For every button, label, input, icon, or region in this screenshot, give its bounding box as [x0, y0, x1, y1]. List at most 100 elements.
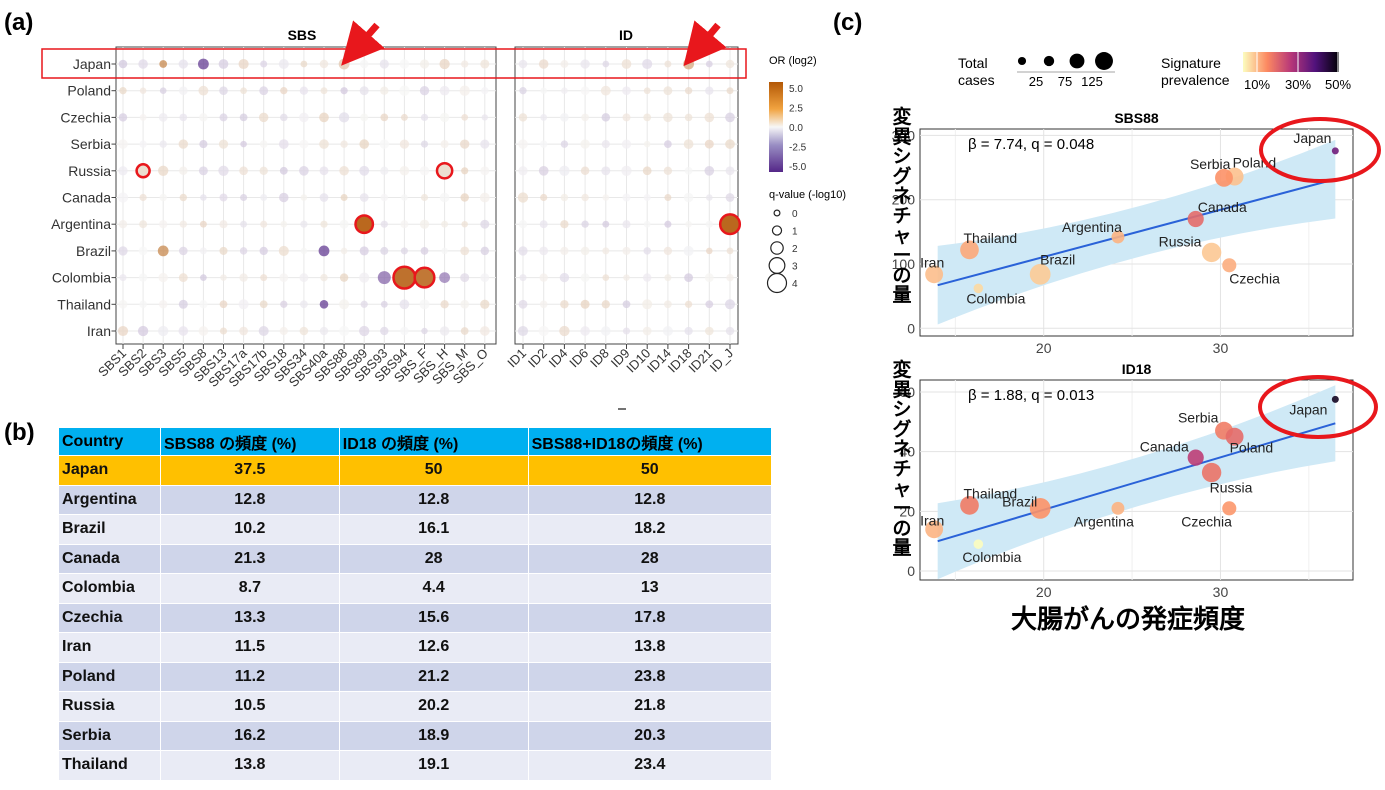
point-argentina	[1111, 501, 1125, 515]
table-row: Poland 11.2 21.2 23.8	[58, 661, 773, 692]
cell-thailand-id21	[705, 300, 714, 309]
table-header-cell: SBS88 の頻度 (%)	[160, 427, 340, 456]
point-czechia	[1222, 258, 1237, 273]
cell-brazil-sbs_h	[441, 247, 448, 255]
y-axis-label-char: ネ	[892, 185, 911, 207]
cell-russia-sbs1	[118, 166, 128, 176]
cell-serbia-sbs5	[178, 139, 189, 149]
cell-thailand-sbs_o	[480, 299, 490, 309]
panel-label-a: (a)	[4, 9, 33, 36]
cell-iran-sbs34	[299, 326, 309, 336]
table-cell: Japan	[58, 455, 161, 486]
cell-argentina-id14	[664, 220, 672, 228]
table-cell: Colombia	[58, 573, 161, 604]
cell-czechia-sbs8	[199, 113, 208, 122]
cell-canada-sbs_m	[460, 193, 469, 202]
cell-poland-id10	[643, 87, 651, 95]
cell-argentina-sbs2	[139, 220, 148, 229]
cell-poland-id9	[622, 86, 631, 95]
cell-brazil-id1	[518, 246, 528, 256]
cell-poland-sbs94	[399, 85, 410, 96]
cell-russia-id21	[704, 165, 715, 176]
cell-thailand-sbs94	[399, 299, 410, 310]
cell-japan-id18	[683, 58, 694, 70]
cell-poland-sbs17a	[240, 87, 247, 95]
stats-annotation: β = 1.88, q = 0.013	[968, 387, 1094, 404]
q-legend-label: 3	[792, 262, 798, 273]
cell-colombia-id4	[559, 272, 570, 283]
y-tick-label: 200	[892, 192, 916, 208]
cell-poland-sbs88	[340, 87, 348, 95]
cell-russia-sbs_h	[435, 161, 454, 180]
point-label-japan: Japan	[1289, 401, 1327, 417]
cases-legend-tick: 125	[1081, 74, 1103, 89]
table-cell: 20.3	[527, 720, 773, 751]
cell-poland-sbs3	[159, 87, 167, 95]
cell-brazil-id18	[683, 245, 694, 256]
cell-poland-id1	[519, 87, 527, 95]
point-japan	[1331, 147, 1339, 155]
table-cell: 50	[527, 455, 773, 486]
cell-canada-id6	[581, 193, 589, 202]
or-legend-colorbar	[769, 82, 783, 172]
cell-russia-id2	[538, 165, 549, 176]
row-label-canada: Canada	[62, 190, 111, 206]
y-axis-label-char: ー	[892, 246, 911, 267]
japan-circle-sbs88	[1259, 117, 1381, 183]
cell-colombia-sbs2	[138, 273, 148, 282]
cell-canada-id21	[705, 194, 713, 201]
row-label-japan: Japan	[73, 56, 111, 72]
cell-canada-sbs40a	[319, 193, 329, 202]
cell-canada-sbs_h	[439, 192, 450, 203]
table-cell: 12.8	[527, 484, 773, 515]
facet-title: SBS88	[1114, 110, 1159, 126]
cell-poland-id6	[580, 86, 590, 96]
cell-poland-sbs_h	[439, 85, 450, 96]
cell-czechia-sbs13	[219, 113, 228, 122]
cell-thailand-sbs_h	[440, 300, 449, 309]
cell-canada-sbs8	[200, 194, 207, 201]
table-row: Serbia 16.2 18.9 20.3	[58, 720, 773, 751]
cell-czechia-sbs_o	[481, 114, 489, 121]
cell-serbia-sbs18	[278, 139, 289, 149]
cell-thailand-sbs88	[339, 299, 350, 310]
cell-canada-sbs17a	[240, 193, 248, 202]
cell-thailand-sbs34	[300, 300, 308, 309]
table-row: Brazil 10.2 16.1 18.2	[58, 514, 773, 545]
cell-iran-sbs_f	[421, 327, 428, 335]
table-header-row: Country SBS88 の頻度 (%) ID18 の頻度 (%) SBS88+ID…	[58, 427, 773, 456]
cell-russia-id14	[663, 166, 673, 175]
cell-argentina-sbs5	[179, 220, 187, 228]
table-cell: 13.8	[160, 750, 340, 781]
cell-czechia-sbs93	[380, 113, 389, 122]
cell-iran-id1	[517, 325, 529, 337]
point-label-iran: Iran	[920, 512, 944, 528]
table-cell: 18.9	[338, 720, 529, 751]
x-tick-label: 30	[1213, 340, 1229, 356]
point-brazil	[1029, 263, 1051, 285]
cell-czechia-sbs94	[400, 113, 408, 121]
cell-czechia-id21	[704, 112, 715, 123]
cell-brazil-sbs40a	[318, 245, 330, 257]
cell-iran-sbs88	[338, 325, 350, 337]
row-label-serbia: Serbia	[71, 136, 112, 152]
prevalence-tick-label: 10%	[1244, 77, 1270, 92]
table-cell: 12.8	[338, 484, 529, 515]
cell-canada-id_j	[725, 193, 735, 202]
cell-russia-sbs17b	[259, 166, 268, 175]
cell-argentina-sbs89	[354, 214, 375, 235]
cell-iran-id14	[662, 325, 673, 337]
cell-japan-id1	[518, 59, 528, 69]
cell-czechia-sbs_m	[461, 114, 469, 121]
cell-serbia-id6	[580, 139, 590, 149]
y-axis-label-char: グ	[892, 164, 911, 187]
q-legend-label: 0	[792, 209, 798, 220]
cell-japan-sbs13	[218, 59, 229, 69]
cell-argentina-sbs1	[118, 220, 128, 229]
y-axis-label-char: ネ	[892, 438, 911, 460]
cell-russia-sbs94	[399, 166, 410, 176]
cell-russia-sbs8	[198, 166, 208, 176]
cell-argentina-sbs18	[280, 220, 288, 228]
cell-colombia-sbs_m	[460, 273, 470, 283]
